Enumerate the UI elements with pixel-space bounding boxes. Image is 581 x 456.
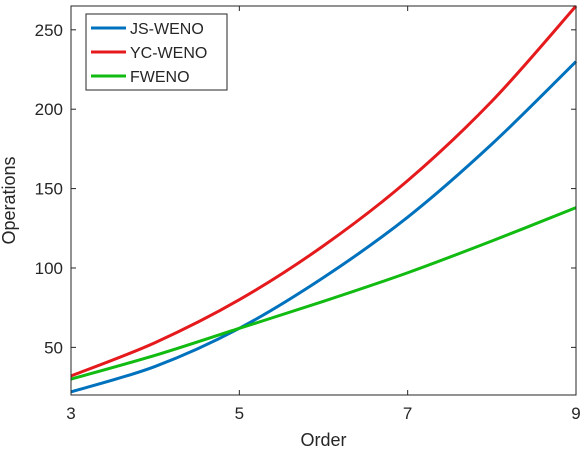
legend-label: FWENO bbox=[130, 69, 190, 86]
x-tick-label: 5 bbox=[235, 404, 244, 423]
plot-frame bbox=[70, 5, 577, 396]
x-tick-label: 7 bbox=[403, 404, 412, 423]
y-tick-label: 100 bbox=[35, 259, 63, 278]
x-tick-label: 3 bbox=[66, 404, 75, 423]
series-line-yc-weno bbox=[70, 5, 578, 378]
legend-entry-fweno: FWENO bbox=[91, 69, 190, 86]
x-tick-label: 9 bbox=[571, 404, 580, 423]
y-tick-label: 250 bbox=[35, 21, 63, 40]
series-line-js-weno bbox=[70, 60, 578, 394]
series-layer bbox=[70, 5, 578, 394]
x-axis-label: Order bbox=[300, 430, 346, 450]
legend-label: JS-WENO bbox=[130, 21, 204, 38]
legend-entry-js-weno: JS-WENO bbox=[91, 21, 204, 38]
legend: JS-WENO YC-WENO FWENO bbox=[85, 13, 228, 91]
y-tick-label: 200 bbox=[35, 100, 63, 119]
series-line-fweno bbox=[70, 206, 577, 381]
y-axis-label: Operations bbox=[0, 156, 19, 244]
y-tick-label: 50 bbox=[44, 338, 63, 357]
y-tick-label: 150 bbox=[35, 180, 63, 199]
ticks-layer: 3 5 7 9 50 100 150 200 250 bbox=[35, 6, 581, 423]
legend-label: YC-WENO bbox=[130, 45, 207, 62]
legend-entry-yc-weno: YC-WENO bbox=[91, 45, 207, 62]
